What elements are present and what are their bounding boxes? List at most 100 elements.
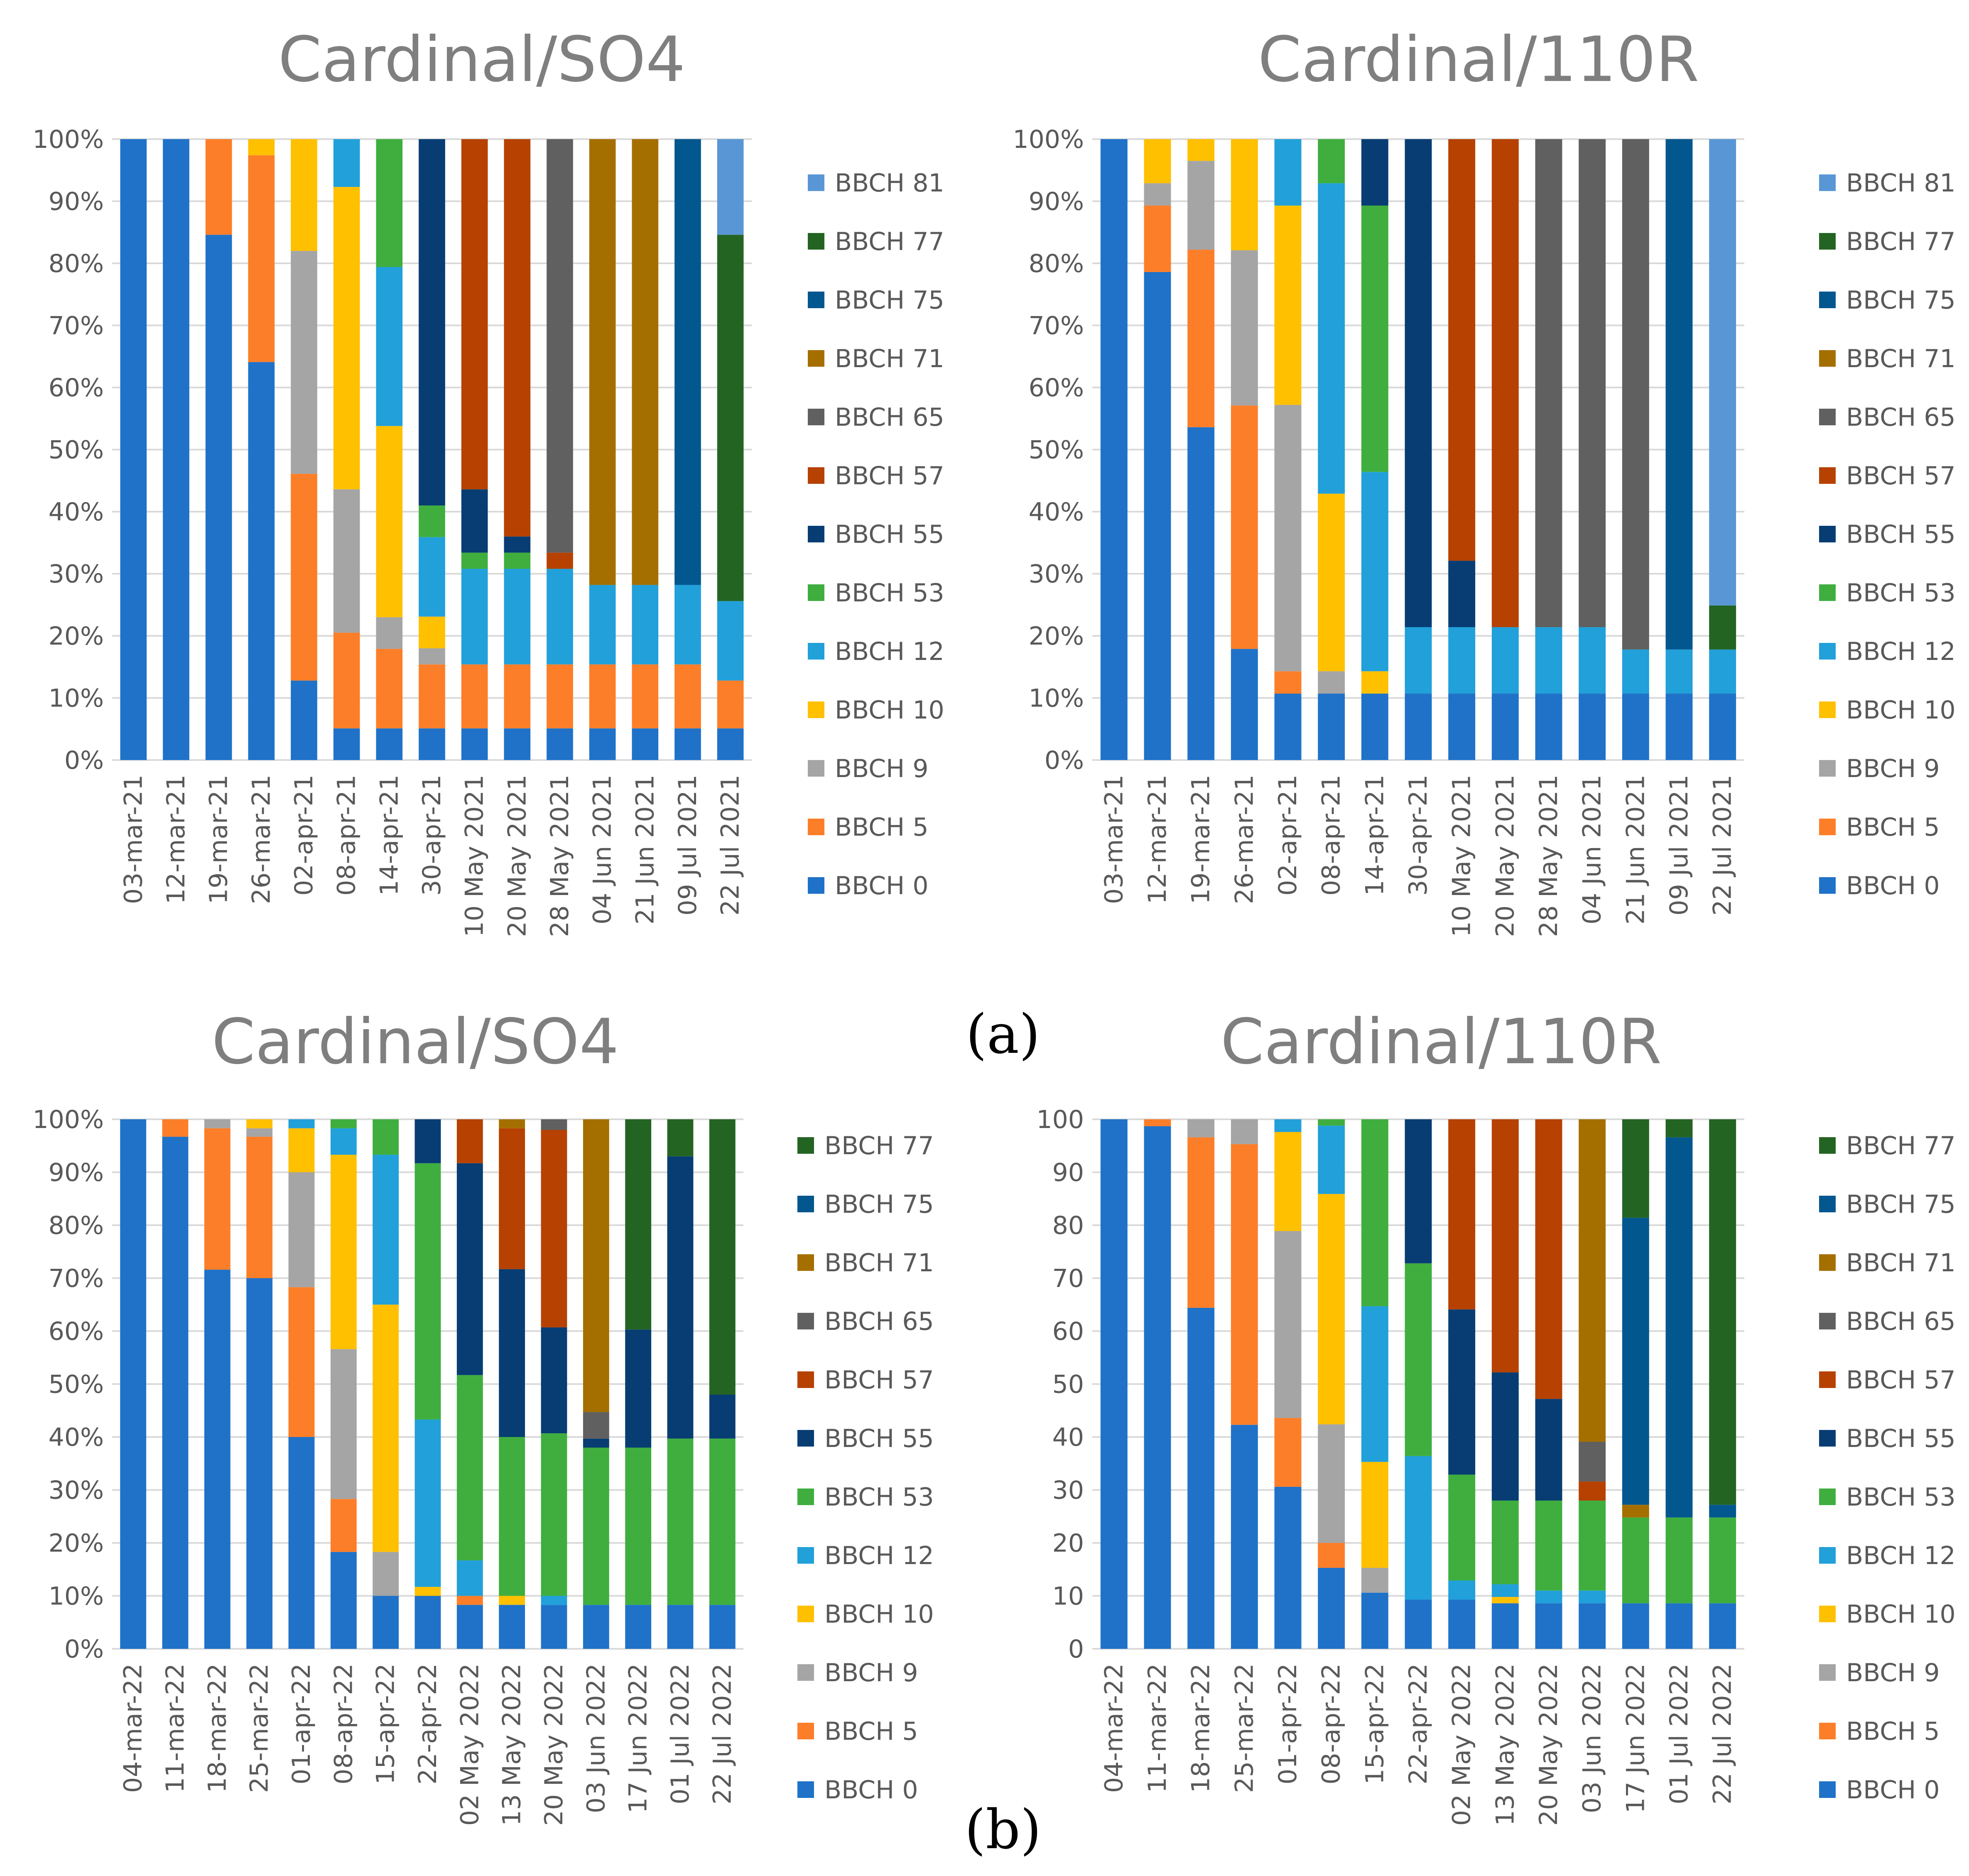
bar-segment-bbch-65	[541, 1119, 567, 1130]
bar-segment-bbch-12	[589, 585, 616, 665]
y-tick-label: 80%	[49, 249, 104, 278]
legend-label: BBCH 5	[1846, 813, 1940, 842]
legend-label: BBCH 77	[1846, 1131, 1956, 1160]
legend-label: BBCH 5	[824, 1717, 918, 1746]
bar-segment-bbch-12	[1318, 183, 1345, 494]
bar-segment-bbch-10	[288, 1128, 315, 1172]
x-tick-label: 22 Jul 2021	[1708, 775, 1737, 916]
x-tick-label: 22-apr-22	[1404, 1663, 1433, 1785]
bar-segment-bbch-0	[504, 728, 531, 760]
bar-segment-bbch-9	[246, 1128, 273, 1137]
bar-segment-bbch-0	[205, 235, 232, 760]
x-tick-label: 14-apr-21	[1360, 775, 1389, 896]
legend-swatch-bbch-53	[808, 584, 824, 601]
legend-swatch-bbch-5	[1819, 1723, 1836, 1739]
legend-swatch-bbch-71	[808, 350, 824, 367]
legend-label: BBCH 77	[824, 1131, 934, 1160]
bar-segment-bbch-12	[461, 569, 488, 665]
bar-segment-bbch-5	[1144, 205, 1171, 272]
bar-segment-bbch-0	[330, 1552, 357, 1649]
bar-segment-bbch-0	[120, 1119, 147, 1649]
bar-segment-bbch-5	[288, 1287, 315, 1437]
panel-label-a: (a)	[966, 1003, 1040, 1066]
x-tick-label: 03-mar-21	[119, 775, 148, 904]
y-tick-label: 90%	[49, 1158, 104, 1187]
bar-segment-bbch-81	[1709, 139, 1736, 606]
bar-segment-bbch-5	[205, 139, 232, 235]
x-tick-label: 22 Jul 2021	[716, 775, 745, 916]
bar-segment-bbch-9	[419, 648, 445, 665]
legend-label: BBCH 9	[835, 754, 929, 783]
bar-segment-bbch-0	[414, 1596, 441, 1649]
bar-segment-bbch-0	[1144, 1126, 1171, 1649]
legend-label: BBCH 57	[835, 461, 944, 490]
legend-label: BBCH 65	[1846, 1307, 1956, 1336]
bar-segment-bbch-12	[1448, 1580, 1476, 1600]
bar-segment-bbch-53	[504, 552, 531, 569]
legend-label: BBCH 10	[1846, 1600, 1956, 1629]
bar-segment-bbch-10	[1231, 139, 1258, 250]
y-tick-label: 0	[1068, 1635, 1084, 1664]
bar-segment-bbch-10	[291, 139, 317, 251]
legend-swatch-bbch-77	[1819, 1137, 1836, 1154]
bar-segment-bbch-0	[1535, 694, 1562, 760]
bar-segment-bbch-53	[625, 1447, 652, 1605]
x-tick-label: 22 Jul 2022	[708, 1663, 737, 1805]
bar-segment-bbch-71	[632, 139, 659, 585]
bar-segment-bbch-0	[1579, 694, 1606, 760]
bar-segment-bbch-12	[1405, 1456, 1432, 1600]
bar-segment-bbch-9	[1231, 250, 1258, 406]
legend-swatch-bbch-57	[808, 467, 824, 484]
bar-segment-bbch-65	[1622, 139, 1649, 650]
y-tick-label: 70%	[1029, 311, 1084, 341]
x-tick-label: 22 Jul 2022	[1708, 1663, 1737, 1805]
bar-segment-bbch-53	[541, 1433, 567, 1596]
legend-swatch-bbch-0	[1819, 877, 1836, 894]
y-tick-label: 80%	[49, 1211, 104, 1240]
bar-segment-bbch-53	[499, 1437, 525, 1596]
bar-segment-bbch-71	[583, 1119, 609, 1413]
legend-label: BBCH 0	[835, 871, 929, 900]
bar-segment-bbch-5	[1187, 1137, 1215, 1308]
legend-swatch-bbch-81	[808, 174, 824, 191]
bar-segment-bbch-0	[1665, 1603, 1693, 1649]
y-tick-label: 20%	[1029, 622, 1084, 651]
bar-segment-bbch-10	[1361, 1462, 1388, 1568]
x-tick-label: 12-mar-21	[162, 775, 191, 904]
legend-label: BBCH 10	[824, 1600, 934, 1629]
legend-swatch-bbch-71	[1819, 350, 1836, 367]
bar-segment-bbch-57	[504, 139, 531, 537]
bar-segment-bbch-12	[373, 1155, 399, 1305]
y-tick-label: 90	[1052, 1158, 1084, 1187]
bar-segment-bbch-0	[541, 1605, 567, 1649]
bar-segment-bbch-5	[456, 1596, 483, 1605]
legend-label: BBCH 10	[835, 696, 944, 725]
bar-segment-bbch-0	[1709, 1603, 1736, 1649]
bar-segment-bbch-0	[1187, 1307, 1215, 1649]
bar-segment-bbch-0	[1361, 1592, 1388, 1649]
legend-label: BBCH 81	[1846, 169, 1956, 198]
bar-segment-bbch-10	[246, 1119, 273, 1128]
legend-label: BBCH 81	[835, 169, 944, 198]
y-tick-label: 90%	[1029, 187, 1084, 216]
legend-swatch-bbch-77	[1819, 233, 1836, 250]
legend-label: BBCH 65	[824, 1307, 934, 1336]
bar-segment-bbch-53	[1318, 1119, 1345, 1126]
bar-segment-bbch-9	[1274, 405, 1302, 672]
bar-segment-bbch-5	[589, 664, 616, 728]
bar-segment-bbch-77	[709, 1119, 736, 1395]
x-tick-label: 18-mar-22	[203, 1663, 232, 1793]
legend-label: BBCH 71	[1846, 1248, 1956, 1278]
bar-segment-bbch-12	[414, 1419, 441, 1587]
legend-label: BBCH 75	[835, 286, 944, 315]
bar-segment-bbch-12	[1318, 1126, 1345, 1194]
bar-segment-bbch-55	[461, 489, 488, 553]
y-tick-label: 60	[1052, 1317, 1084, 1346]
bar-segment-bbch-0	[246, 1278, 273, 1649]
bar-segment-bbch-55	[414, 1119, 441, 1163]
bar-segment-bbch-77	[717, 235, 744, 601]
chart-a-cardinal-110r: Cardinal/110R 0% 10% 20% 30% 40% 50% 60% 70% 80% 9…	[1013, 24, 1955, 937]
bar-segment-bbch-10	[330, 1155, 357, 1349]
bar-segment-bbch-12	[1579, 627, 1606, 694]
bar-segment-bbch-12	[456, 1560, 483, 1596]
